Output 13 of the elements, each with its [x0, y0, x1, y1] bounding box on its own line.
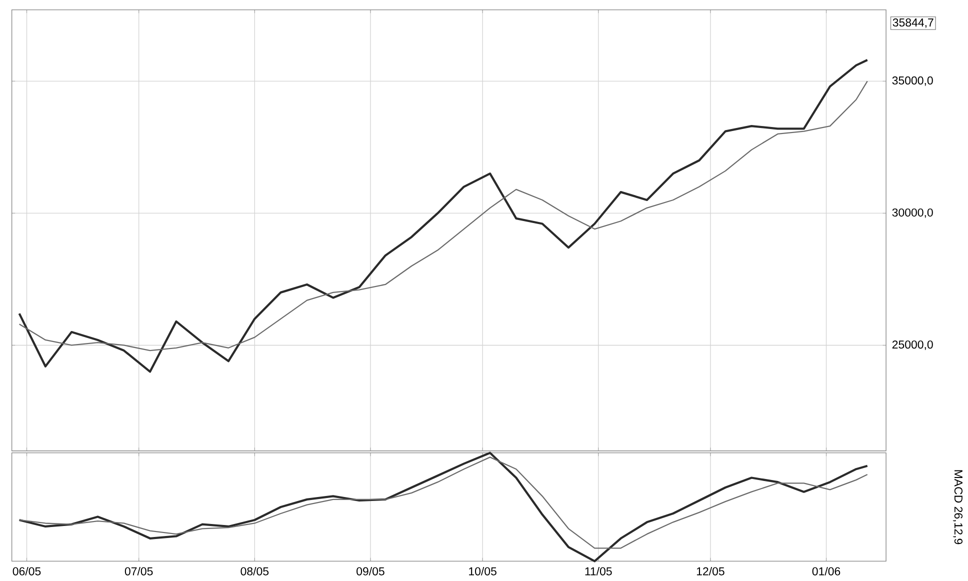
x-tick-label: 11/05: [585, 567, 612, 576]
y-tick-label: 35000,0: [892, 76, 933, 86]
x-tick-label: 12/05: [696, 567, 724, 576]
text: 35844,7: [892, 18, 934, 28]
x-tick-label: 01/06: [812, 567, 840, 576]
y-tick-label: 30000,0: [892, 208, 933, 218]
x-tick-label: 10/05: [469, 567, 496, 576]
x-tick-label: 07/05: [124, 567, 153, 576]
y-tick-label: 25000,0: [892, 340, 933, 350]
x-tick-label: 08/05: [240, 567, 269, 576]
x-tick-label: 09/05: [356, 567, 384, 576]
x-tick-label: 06/05: [12, 567, 41, 576]
y-axis-title: MACD 26,12,9: [953, 470, 963, 544]
